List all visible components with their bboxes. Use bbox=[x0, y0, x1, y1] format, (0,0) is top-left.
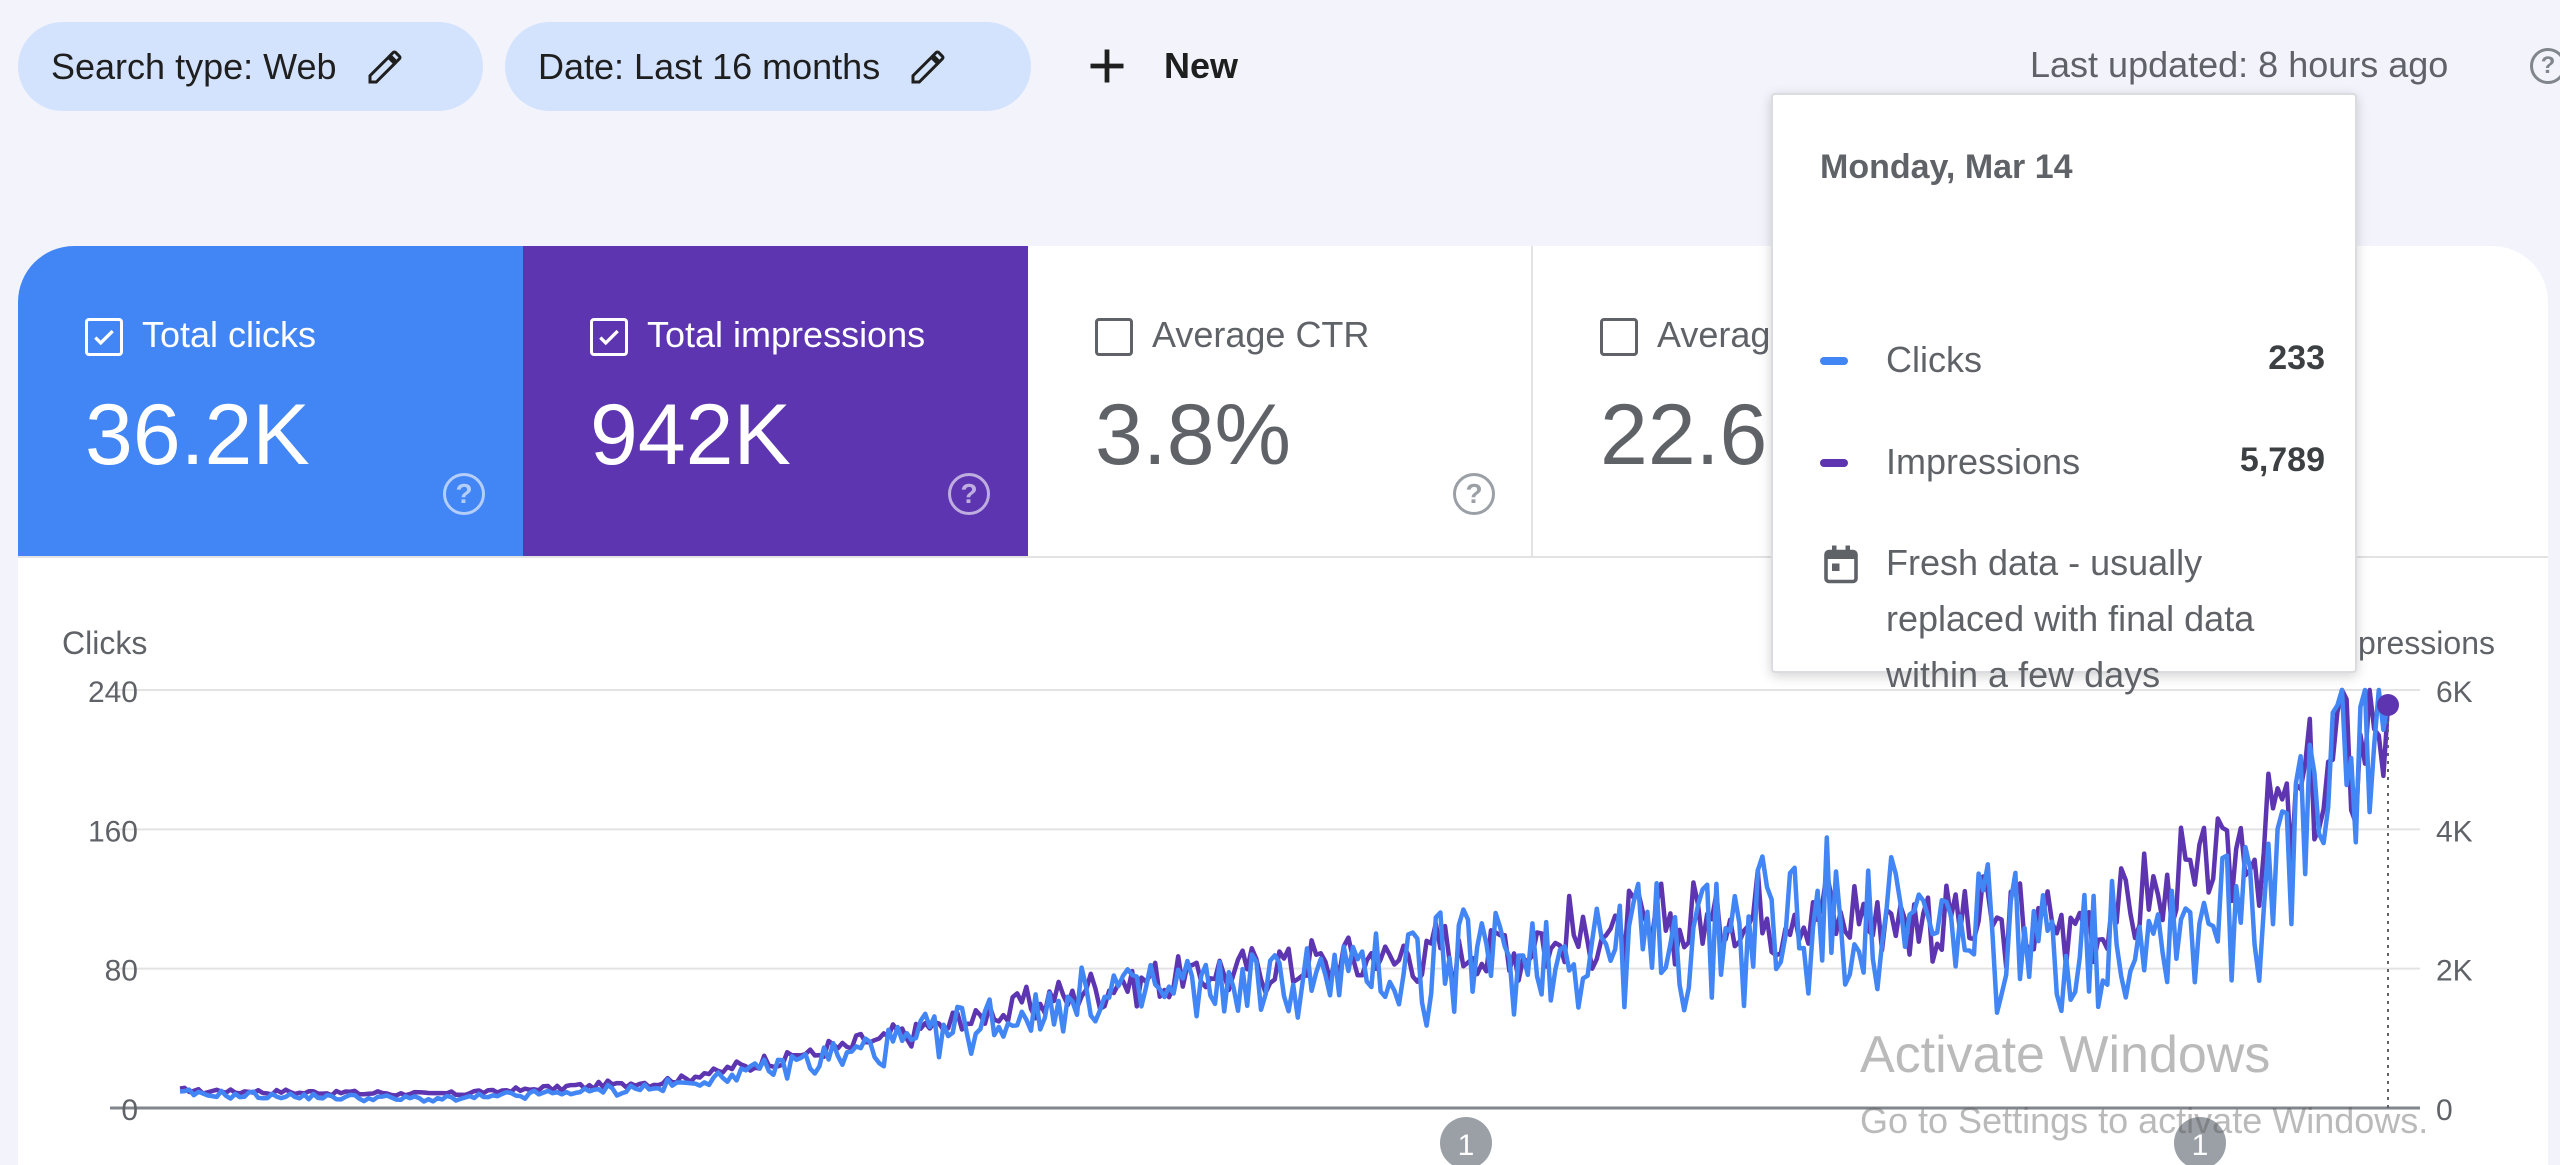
calendar-icon bbox=[1824, 545, 1858, 584]
annotation-marker[interactable]: 1 bbox=[2174, 1117, 2226, 1165]
tooltip-date: Monday, Mar 14 bbox=[1820, 148, 2073, 186]
activate-windows-title: Activate Windows bbox=[1860, 1026, 2271, 1084]
left-axis-label: Clicks bbox=[62, 625, 147, 661]
date-filter[interactable]: Date: Last 16 months bbox=[505, 22, 1031, 111]
legend-swatch bbox=[1820, 459, 1848, 467]
search-type-filter[interactable]: Search type: Web bbox=[18, 22, 483, 111]
metric-total-clicks[interactable]: Total clicks 36.2K ? bbox=[18, 246, 523, 556]
right-tick-label: 6K bbox=[2436, 676, 2473, 709]
right-tick-label: 0 bbox=[2436, 1094, 2453, 1127]
annotation-count: 1 bbox=[1458, 1129, 1475, 1162]
pencil-icon bbox=[911, 50, 945, 83]
pencil-icon bbox=[368, 50, 401, 83]
left-tick-label: 240 bbox=[88, 676, 138, 709]
help-icon[interactable]: ? bbox=[948, 473, 990, 515]
tooltip-row-clicks: Clicks 233 bbox=[1820, 337, 2325, 387]
help-icon[interactable]: ? bbox=[1453, 473, 1495, 515]
tooltip-series-value: 233 bbox=[2268, 339, 2325, 377]
annotation-marker[interactable]: 1 bbox=[1440, 1117, 1492, 1165]
metric-total-impressions[interactable]: Total impressions 942K ? bbox=[523, 246, 1028, 556]
plus-icon bbox=[1090, 49, 1124, 83]
tooltip-row-impressions: Impressions 5,789 bbox=[1820, 439, 2325, 489]
metric-average-ctr[interactable]: Average CTR 3.8% ? bbox=[1028, 246, 1533, 556]
legend-swatch bbox=[1820, 357, 1848, 365]
metric-value: 36.2K bbox=[85, 387, 310, 483]
checkbox-checked-icon[interactable] bbox=[590, 318, 628, 356]
new-filter-button[interactable]: New bbox=[1085, 30, 1238, 102]
help-icon[interactable]: ? bbox=[443, 473, 485, 515]
card-divider bbox=[18, 556, 2548, 558]
date-filter-label: Date: Last 16 months bbox=[538, 45, 881, 87]
hover-point bbox=[2377, 694, 2399, 716]
metric-value: 22.6 bbox=[1600, 387, 1768, 483]
annotation-count: 1 bbox=[2192, 1129, 2209, 1162]
tooltip-series-name: Clicks bbox=[1886, 339, 1982, 380]
tooltip-series-name: Impressions bbox=[1886, 441, 2081, 482]
right-tick-label: 2K bbox=[2436, 955, 2473, 988]
checkbox-checked-icon[interactable] bbox=[85, 318, 123, 356]
new-filter-label: New bbox=[1164, 45, 1239, 86]
right-axis-ticks: 6K 4K 2K 0 bbox=[2436, 676, 2473, 1127]
right-tick-label: 4K bbox=[2436, 815, 2473, 848]
tooltip-note: Fresh data - usually replaced with final… bbox=[1886, 542, 2255, 695]
last-updated-text: Last updated: 8 hours ago bbox=[2030, 44, 2449, 85]
metric-label: Total impressions bbox=[647, 314, 926, 355]
activate-windows-subtitle: Go to Settings to activate Windows. bbox=[1860, 1100, 2429, 1141]
metric-value: 3.8% bbox=[1095, 387, 1292, 483]
metric-label: Total clicks bbox=[142, 314, 317, 355]
help-icon[interactable]: ? bbox=[2530, 48, 2560, 84]
checkbox-unchecked-icon[interactable] bbox=[1600, 318, 1638, 356]
metric-value: 942K bbox=[590, 387, 791, 483]
checkbox-unchecked-icon[interactable] bbox=[1095, 318, 1133, 356]
impressions-line bbox=[179, 687, 2391, 1098]
left-tick-label: 160 bbox=[88, 815, 138, 848]
chart-tooltip: Monday, Mar 14 Clicks 233 Impressions 5,… bbox=[1771, 93, 2357, 695]
left-tick-label: 0 bbox=[121, 1094, 138, 1127]
metric-label: Average CTR bbox=[1152, 314, 1370, 355]
left-axis-ticks: 240 160 80 0 bbox=[88, 676, 138, 1127]
clicks-line bbox=[179, 687, 2391, 1104]
left-tick-label: 80 bbox=[105, 955, 138, 988]
chart-grid bbox=[110, 689, 2420, 1110]
search-type-label: Search type: Web bbox=[51, 45, 337, 87]
tooltip-series-value: 5,789 bbox=[2239, 441, 2325, 479]
